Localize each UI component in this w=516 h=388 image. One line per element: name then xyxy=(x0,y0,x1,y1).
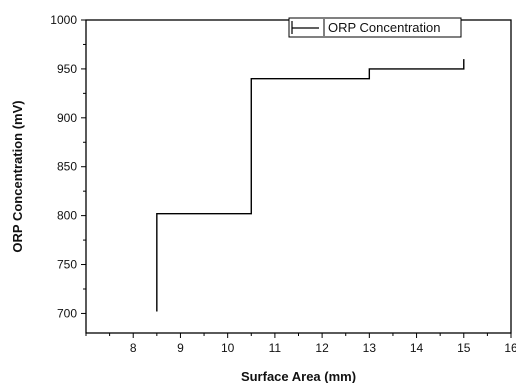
y-tick-label: 900 xyxy=(57,111,77,125)
y-axis-title: ORP Concentration (mV) xyxy=(10,100,25,252)
x-tick-label: 15 xyxy=(457,341,471,355)
x-tick-label: 16 xyxy=(504,341,516,355)
legend-label: ORP Concentration xyxy=(328,20,441,35)
x-tick-label: 13 xyxy=(363,341,377,355)
x-tick-label: 12 xyxy=(315,341,329,355)
x-tick-label: 11 xyxy=(269,341,282,355)
y-tick-label: 750 xyxy=(57,258,77,272)
x-tick-label: 8 xyxy=(130,341,137,355)
x-tick-label: 9 xyxy=(177,341,184,355)
x-axis-title: Surface Area (mm) xyxy=(241,369,356,383)
legend-box xyxy=(288,17,462,38)
y-tick-label: 700 xyxy=(57,306,77,320)
x-tick-label: 10 xyxy=(221,341,235,355)
plot-frame xyxy=(85,19,512,334)
series-line xyxy=(156,59,465,312)
y-tick-label: 950 xyxy=(57,62,77,76)
y-tick-label: 1000 xyxy=(50,13,77,27)
y-tick-label: 850 xyxy=(57,160,77,174)
y-tick-label: 800 xyxy=(57,209,77,223)
x-tick-label: 14 xyxy=(410,341,424,355)
